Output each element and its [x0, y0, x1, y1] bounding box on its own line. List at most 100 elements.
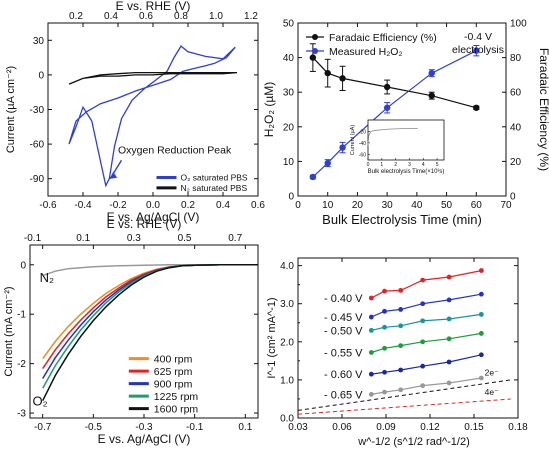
panel-b-xtick-label: 20 — [352, 200, 364, 211]
panel-b-point — [428, 92, 435, 99]
panel-c-x2tick-label: 0.1 — [76, 233, 90, 244]
panel-d-series-line — [371, 313, 482, 331]
panel-d-point — [446, 380, 452, 386]
panel-c-label-o2: O₂ — [33, 394, 48, 409]
panel-d-reference-label: 2e⁻ — [485, 367, 499, 377]
panel-d-xtick-label: 0.12 — [420, 422, 440, 433]
panel-b-y2tick-label: 20 — [510, 157, 522, 168]
panel-d-point — [398, 367, 404, 373]
panel-a-xtick-label: -0.2 — [109, 200, 127, 211]
panel-c-x2label: E vs. RHE (V) — [107, 217, 182, 231]
panel-d-series-label: - 0.45 V — [324, 312, 363, 324]
panel-d-point — [382, 369, 387, 375]
panel-b-ytick-label: 20 — [283, 122, 295, 133]
panel-b-inset-ytick-label: -40 — [359, 141, 366, 147]
panel-c-ytick-label: -1 — [17, 310, 26, 321]
panel-d-reference-label: 4e⁻ — [485, 387, 499, 397]
panel-b-point — [324, 69, 331, 77]
panel-a-annotation: Oxygen Reduction Peak — [118, 144, 232, 156]
panel-d-xtick-label: 0.06 — [332, 422, 352, 433]
panel-b-inset-ytick-label: -60 — [359, 152, 366, 158]
panel-b-point — [324, 159, 331, 167]
panel-a-xtick-label: 0.0 — [146, 200, 160, 211]
panel-b-annotation: electrolysis — [452, 44, 504, 56]
panel-d-point — [368, 295, 374, 301]
panel-b-inset-xtick-label: 2 — [394, 162, 397, 168]
panel-b-legend-label: Faradaic Efficiency (%) — [329, 32, 437, 44]
panel-b-annotation: -0.4 V — [464, 31, 492, 43]
panel-b-ytick-label: 0 — [288, 192, 294, 203]
panel-b-point — [309, 173, 317, 181]
panel-d-point — [446, 274, 452, 280]
panel-d-frame — [297, 257, 519, 419]
panel-b-ytick-label: 50 — [283, 19, 295, 30]
panel-a-xlabel: E vs. Ag/AgCl (V) — [107, 210, 200, 224]
panel-b-inset-xtick-label: 5 — [436, 162, 439, 168]
panel-c-ytick-label: 0 — [20, 260, 26, 271]
panel-d-point — [382, 288, 387, 294]
panel-b-xtick-label: 10 — [322, 200, 334, 211]
panel-c-legend-label: 900 rpm — [154, 379, 193, 391]
panel-a-x2tick-label: 0.8 — [174, 11, 188, 22]
panel-c-x2tick-label: -0.1 — [24, 233, 42, 244]
panel-d-reference-line — [297, 398, 511, 415]
panel-b-xtick-label: 40 — [411, 200, 423, 211]
panel-d-point — [420, 318, 426, 324]
panel-d-xtick-label: 0.18 — [508, 422, 528, 433]
panel-b-series-line — [312, 57, 477, 109]
panel-a-xtick-label: 0.2 — [181, 200, 195, 211]
panel-d-ytick-label: 1.0 — [280, 375, 294, 386]
panel-c-label-n2: N₂ — [40, 270, 54, 285]
panel-d-ylabel: I^-1 (cm² mA^-1) — [266, 297, 278, 378]
panel-b-y2tick-label: 40 — [510, 122, 522, 133]
panel-a-x2tick-label: 1.0 — [209, 11, 223, 22]
panel-d-point — [398, 307, 404, 312]
panel-d-point — [478, 331, 484, 336]
panel-d-point — [420, 339, 426, 345]
panel-c-ytick-label: -3 — [17, 409, 26, 420]
panel-b-inset-xtick-label: 3 — [408, 162, 411, 168]
panel-d-xtick-label: 0.15 — [464, 422, 484, 433]
panel-b-y2tick-label: 60 — [510, 88, 522, 99]
panel-a-arrowhead — [110, 171, 118, 179]
panel-d-series-label: - 0.55 V — [324, 347, 363, 359]
panel-d-point — [382, 308, 387, 314]
panel-c-xlabel: E vs. Ag/AgCl (V) — [98, 432, 191, 446]
panel-d-point — [382, 389, 387, 395]
panel-c-series-line — [42, 264, 258, 379]
panel-d-series-line — [371, 293, 482, 318]
panel-d-point — [420, 301, 426, 307]
panel-b-xtick-label: 60 — [471, 200, 483, 211]
panel-b-frame — [297, 22, 507, 197]
panel-b-legend-marker — [312, 34, 318, 40]
panel-d-point — [398, 343, 404, 349]
panel-a-ytick-label: -60 — [30, 140, 45, 151]
panel-d-series-line — [371, 354, 482, 375]
panel-d-point — [368, 371, 374, 377]
panel-d-point — [478, 352, 484, 358]
panel-c-legend-label: 625 rpm — [154, 366, 193, 378]
panel-b-point — [309, 54, 317, 61]
panel-a-xtick-label: 0.4 — [216, 200, 230, 211]
panel-d-point — [478, 375, 484, 381]
panel-d-series-label: - 0.50 V — [324, 325, 363, 337]
panel-b-xtick-label: 30 — [382, 200, 394, 211]
panel-b-xtick-label: 0 — [295, 200, 301, 211]
panel-a-x2tick-label: 0.6 — [139, 11, 153, 22]
panel-d-point — [478, 311, 484, 317]
panel-d-point — [398, 287, 404, 293]
panel-a-xtick-label: -0.6 — [39, 200, 57, 211]
panel-d-ytick-label: 0.0 — [280, 414, 294, 425]
panel-c-x2tick-label: 0.7 — [228, 233, 242, 244]
panel-d-point — [368, 350, 374, 355]
panel-a-ytick-label: -30 — [30, 105, 45, 116]
panel-d-point — [382, 345, 387, 351]
panel-b-point — [383, 83, 391, 91]
panel-b-inset-xlabel: Bulk electrolysis Time(×10³s) — [368, 169, 445, 175]
panel-b-xtick-label: 50 — [441, 200, 453, 211]
panel-c-x2tick-label: 0.5 — [178, 233, 192, 244]
panel-b-inset-xtick-label: 1 — [380, 162, 383, 168]
panel-d-point — [420, 363, 426, 369]
panel-b-inset-xtick-label: 0 — [367, 162, 370, 168]
